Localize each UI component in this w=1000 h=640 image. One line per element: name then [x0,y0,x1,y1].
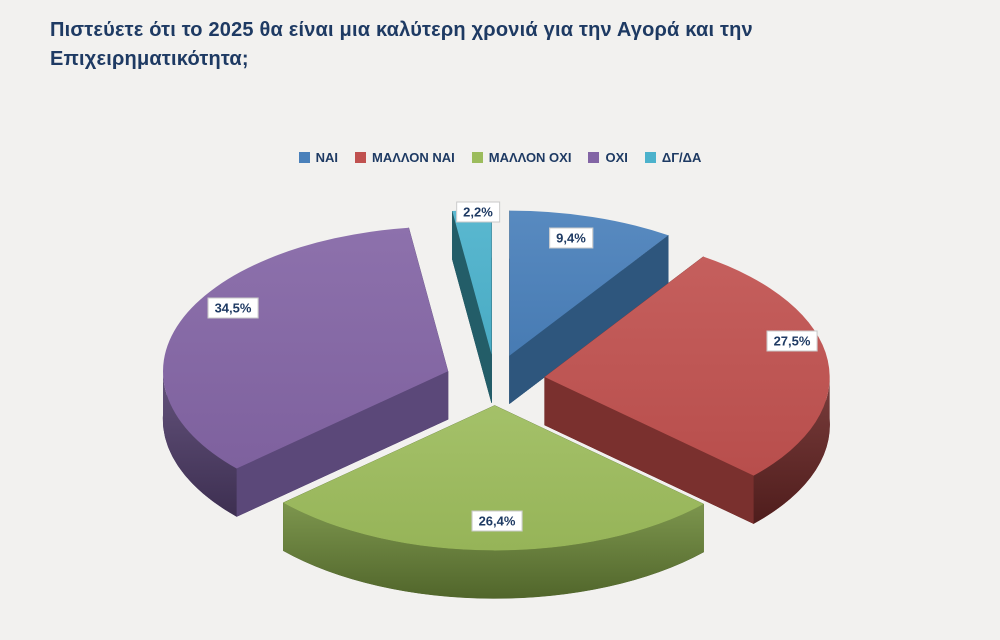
legend-item-3: ΟΧΙ [588,150,628,165]
legend-label: ΝΑΙ [315,150,339,165]
pie-slice-top-4 [452,209,492,355]
legend-swatch-icon [298,152,310,163]
legend-swatch-icon [471,152,483,163]
legend-swatch-icon [644,152,656,163]
legend-swatch-icon [355,152,367,163]
pie-slice-rim-1 [753,377,830,524]
legend-item-4: ΔΓ/ΔΑ [644,150,702,165]
chart-legend: ΝΑΙ ΜΑΛΛΟΝ ΝΑΙ ΜΑΛΛΟΝ ΟΧΙ ΟΧΙ ΔΓ/ΔΑ [0,150,1000,165]
chart-title: Πιστεύετε ότι το 2025 θα είναι μια καλύτ… [50,19,753,70]
legend-item-0: ΝΑΙ [298,150,339,165]
pie-slice-rim-2 [283,502,704,599]
pie-slice-rim-3 [163,371,237,517]
legend-swatch-icon [588,152,600,163]
pie-slice-side-1 [544,376,754,525]
pie-slice-top-3 [163,227,449,469]
legend-item-1: ΜΑΛΛΟΝ ΝΑΙ [355,150,455,165]
pie-slice-top-2 [283,405,704,551]
legend-label: ΔΓ/ΔΑ [661,150,702,165]
legend-item-2: ΜΑΛΛΟΝ ΟΧΙ [471,150,572,165]
pie-slice-top-1 [544,256,830,476]
legend-label: ΜΑΛΛΟΝ ΟΧΙ [488,150,572,165]
legend-label: ΟΧΙ [605,150,628,165]
legend-label: ΜΑΛΛΟΝ ΝΑΙ [372,150,455,165]
